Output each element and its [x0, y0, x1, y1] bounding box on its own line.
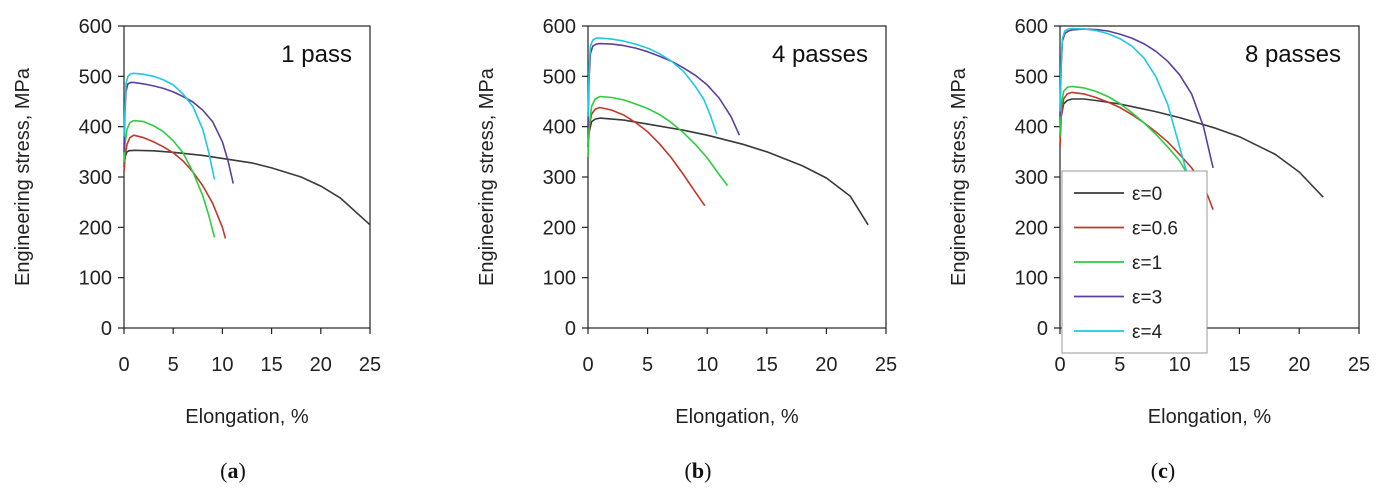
y-tick-label: 100	[79, 268, 112, 290]
x-tick-label: 10	[696, 354, 718, 376]
y-tick-label: 100	[1015, 268, 1048, 290]
y-tick-label: 200	[79, 217, 112, 239]
y-tick-label: 600	[79, 16, 112, 38]
x-tick-label: 25	[1348, 354, 1370, 376]
panel-caption-part: (	[220, 458, 227, 483]
panel-caption-part: )	[239, 458, 246, 483]
y-axis-label: Engineering stress, MPa	[476, 67, 498, 286]
x-tick-label: 5	[1114, 354, 1125, 376]
series-line-5	[1059, 27, 1189, 178]
x-tick-label: 0	[582, 354, 593, 376]
legend-label: ε=3	[1132, 288, 1162, 309]
panel-title: 1 pass	[281, 41, 352, 68]
y-tick-label: 200	[543, 217, 576, 239]
plot-frame	[123, 25, 371, 329]
y-tick-label: 200	[1015, 217, 1048, 239]
plot-frame	[587, 25, 887, 329]
y-tick-label: 0	[565, 318, 576, 340]
y-tick-label: 500	[543, 66, 576, 88]
series-line-2	[587, 106, 706, 207]
series-line-2	[123, 134, 227, 239]
panel-caption-part: c	[1158, 458, 1168, 483]
y-tick-label: 500	[79, 66, 112, 88]
panel-title: 8 passes	[1245, 41, 1341, 68]
x-tick-label: 20	[1288, 354, 1310, 376]
y-tick-label: 0	[101, 318, 112, 340]
x-tick-label: 0	[118, 354, 129, 376]
series-line-5	[587, 37, 718, 135]
y-tick-label: 400	[1015, 117, 1048, 139]
y-axis-label: Engineering stress, MPa	[948, 67, 970, 286]
chart-panel-2: 0 100 200 300 400 500 600 0 5 10 15 20 25 Elongation,…	[476, 16, 897, 483]
x-tick-label: 10	[1168, 354, 1190, 376]
legend-label: ε=4	[1132, 322, 1163, 343]
series-line-4	[123, 81, 234, 184]
y-tick-label: 400	[543, 117, 576, 139]
y-tick-label: 500	[1015, 66, 1048, 88]
x-tick-label: 20	[310, 354, 332, 376]
x-tick-label: 15	[1228, 354, 1250, 376]
y-tick-label: 300	[79, 167, 112, 189]
chart-panel-1: 0 100 200 300 400 500 600 0 5 10 15 20 25 Elongation,…	[12, 16, 381, 483]
y-tick-label: 600	[543, 16, 576, 38]
series-line-3	[587, 95, 729, 187]
y-tick-label: 400	[79, 117, 112, 139]
x-tick-label: 25	[359, 354, 381, 376]
panel-title: 4 passes	[772, 41, 868, 68]
x-axis-label: Elongation, %	[675, 406, 799, 428]
legend-label: ε=0	[1132, 184, 1162, 205]
x-tick-label: 15	[260, 354, 282, 376]
x-tick-label: 25	[875, 354, 897, 376]
x-tick-label: 10	[211, 354, 233, 376]
series-line-1	[587, 117, 869, 226]
x-axis-label: Elongation, %	[185, 406, 309, 428]
series-line-3	[123, 119, 216, 238]
panel-caption: (b)	[685, 458, 712, 483]
series-line-5	[123, 72, 216, 180]
panel-caption-part: )	[1168, 458, 1175, 483]
y-axis-label: Engineering stress, MPa	[12, 67, 34, 286]
x-tick-label: 0	[1054, 354, 1065, 376]
series-line-1	[123, 149, 371, 226]
y-tick-label: 0	[1037, 318, 1048, 340]
panel-caption-part: )	[704, 458, 711, 483]
legend-label: ε=0.6	[1132, 219, 1178, 240]
panel-caption: (c)	[1151, 458, 1175, 483]
panel-caption: (a)	[220, 458, 246, 483]
panel-caption-part: a	[228, 458, 239, 483]
panel-caption-part: (	[685, 458, 692, 483]
x-tick-label: 5	[642, 354, 653, 376]
series-line-3	[1059, 85, 1190, 178]
panel-caption-part: (	[1151, 458, 1158, 483]
y-tick-label: 300	[1015, 167, 1048, 189]
panel-caption-part: b	[692, 458, 704, 483]
x-axis-label: Elongation, %	[1148, 406, 1272, 428]
x-tick-label: 15	[756, 354, 778, 376]
series-line-4	[587, 42, 741, 136]
y-tick-label: 100	[543, 268, 576, 290]
chart-panel-3: 0 100 200 300 400 500 600 0 5 10 15 20 25 Elongation,…	[948, 16, 1370, 483]
x-tick-label: 5	[168, 354, 179, 376]
y-tick-label: 600	[1015, 16, 1048, 38]
x-tick-label: 20	[815, 354, 837, 376]
legend-label: ε=1	[1132, 253, 1162, 274]
y-tick-label: 300	[543, 167, 576, 189]
